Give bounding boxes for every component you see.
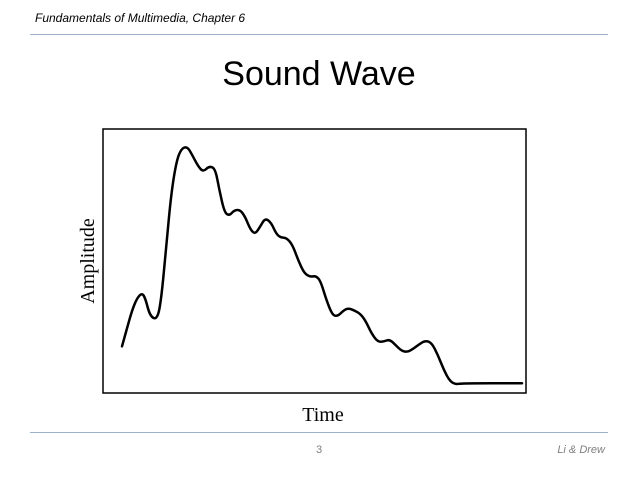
plot-frame: [102, 128, 527, 394]
footer-divider: [30, 432, 608, 433]
series-layer: [120, 146, 524, 386]
x-axis-label: Time: [302, 404, 344, 426]
header-divider: [30, 34, 608, 35]
author-credit: Li & Drew: [557, 444, 605, 456]
page-number: 3: [315, 444, 323, 456]
header-text: Fundamentals of Multimedia, Chapter 6: [35, 11, 246, 25]
sound-wave-line-0: [120, 146, 524, 386]
y-axis-label: Amplitude: [77, 218, 99, 304]
slide-title: Sound Wave: [222, 55, 416, 93]
